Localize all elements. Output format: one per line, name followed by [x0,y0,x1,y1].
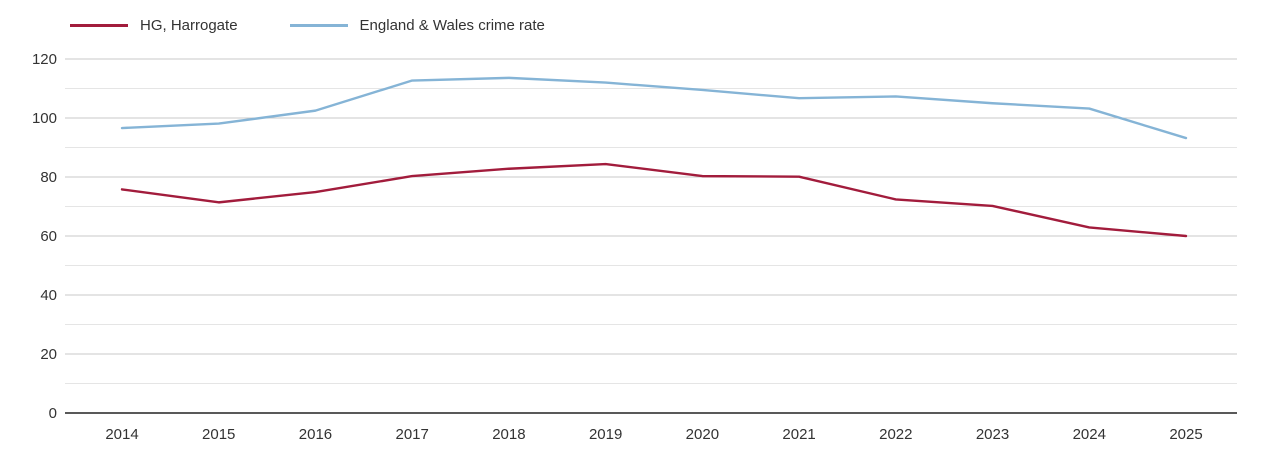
y-axis-tick-label: 20 [40,346,57,363]
legend-label-harrogate: HG, Harrogate [140,16,238,34]
y-axis-tick-label: 0 [49,405,57,422]
x-axis-tick-label: 2016 [299,426,332,443]
x-axis-tick-label: 2015 [202,426,235,443]
legend-item-harrogate[interactable]: HG, Harrogate [70,17,238,34]
x-axis-tick-label: 2021 [782,426,815,443]
x-axis-tick-label: 2018 [492,426,525,443]
y-axis-tick-label: 60 [40,228,57,245]
x-axis-tick-label: 2025 [1169,426,1202,443]
legend-label-england-wales: England & Wales crime rate [359,16,545,34]
x-axis-tick-label: 2023 [976,426,1009,443]
y-axis-tick-label: 80 [40,169,57,186]
chart-legend: HG, Harrogate England & Wales crime rate [70,14,545,36]
harrogate-line-swatch-icon [70,23,128,27]
x-axis-tick-label: 2019 [589,426,622,443]
series-line-harrogate [120,162,1188,238]
x-axis-tick-label: 2017 [395,426,428,443]
legend-item-england-wales[interactable]: England & Wales crime rate [289,16,545,34]
england-wales-line-swatch-icon [289,23,348,27]
x-axis-tick-label: 2020 [686,426,719,443]
x-axis-tick-label: 2022 [879,426,912,443]
x-axis-tick-label: 2014 [105,426,138,443]
y-axis-tick-label: 120 [32,51,57,68]
y-axis-tick-label: 40 [40,287,57,304]
series-line-england-wales [120,76,1188,140]
y-axis-tick-label: 100 [32,110,57,127]
x-axis-tick-label: 2024 [1073,426,1106,443]
